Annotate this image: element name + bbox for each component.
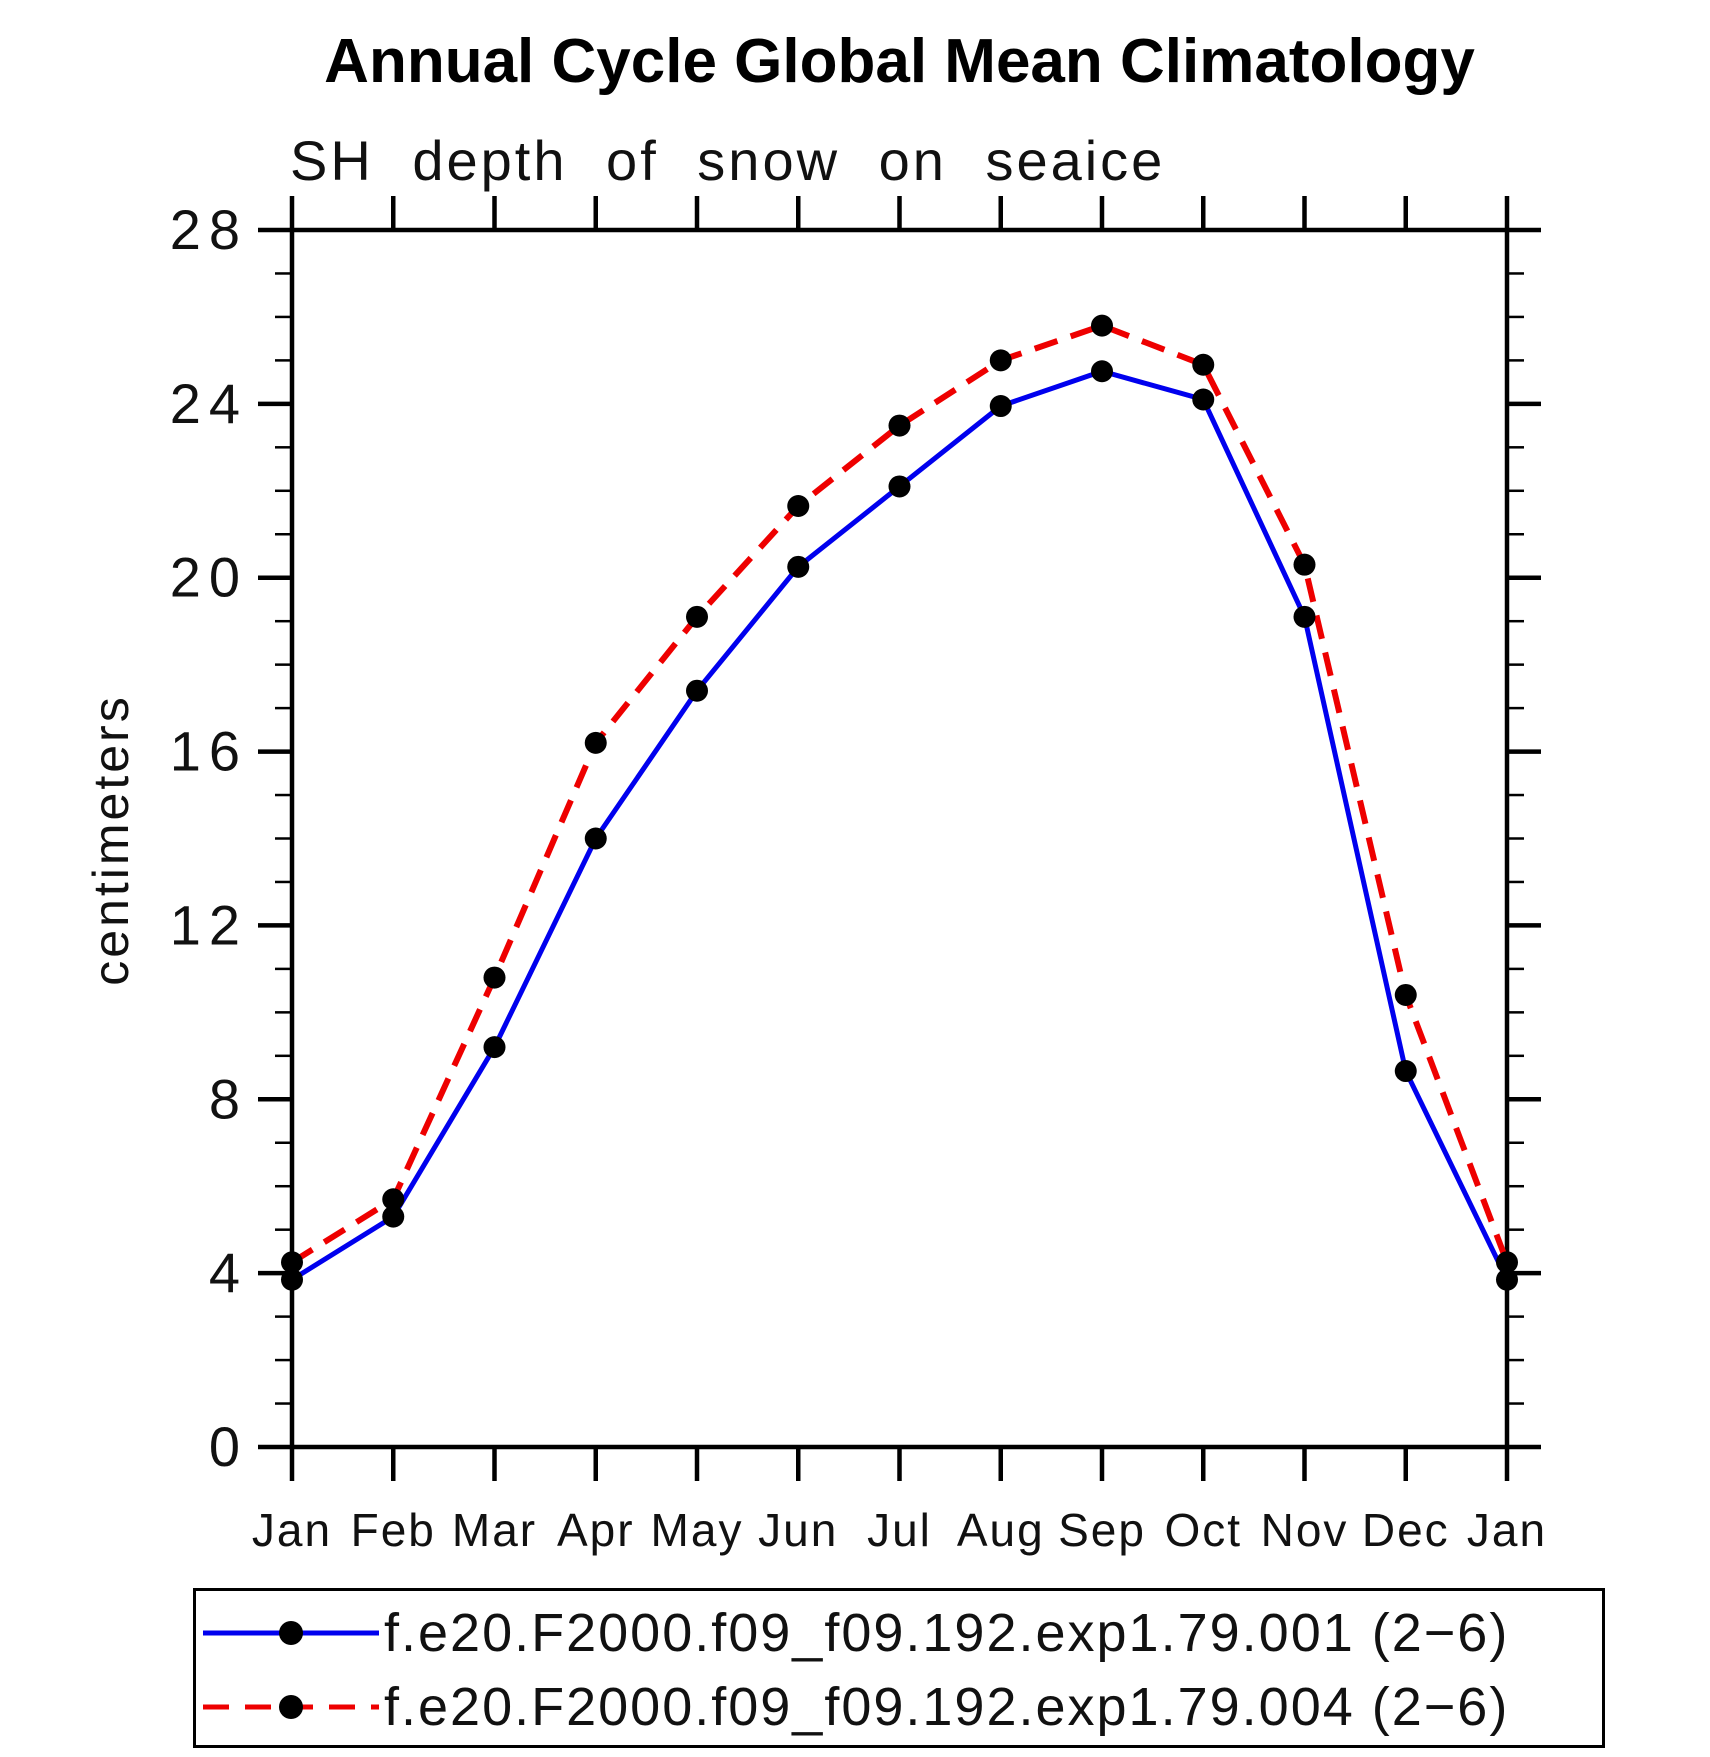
x-tick-label: Oct — [1164, 1504, 1242, 1556]
x-tick-label: Jun — [758, 1504, 838, 1556]
series-line-0 — [290, 368, 1510, 1282]
data-point — [382, 1205, 405, 1228]
legend: f.e20.F2000.f09_f09.192.exp1.79.001 (2−6… — [193, 1588, 1605, 1748]
x-tick-label: May — [651, 1504, 744, 1556]
data-point — [1192, 388, 1215, 411]
data-point — [888, 475, 911, 498]
data-point — [584, 731, 607, 754]
x-tick-label: Jan — [252, 1504, 332, 1556]
data-point — [1293, 553, 1316, 576]
data-point — [281, 1251, 303, 1274]
y-tick-label: 28 — [170, 198, 248, 261]
y-tick-label: 16 — [170, 720, 248, 783]
legend-label: f.e20.F2000.f09_f09.192.exp1.79.001 (2−6… — [384, 1603, 1510, 1663]
legend-label: f.e20.F2000.f09_f09.192.exp1.79.004 (2−6… — [384, 1677, 1510, 1737]
data-point — [382, 1188, 405, 1211]
data-point — [989, 349, 1012, 372]
data-point — [1394, 1060, 1417, 1083]
data-point — [483, 966, 506, 989]
data-point — [989, 395, 1012, 418]
y-tick-label: 4 — [209, 1241, 248, 1304]
data-point — [281, 1268, 303, 1291]
y-axis-title: centimeters — [83, 694, 139, 985]
y-tick-label: 12 — [170, 893, 248, 956]
data-point — [1091, 360, 1113, 383]
series-line-1 — [290, 322, 1510, 1265]
data-point — [1496, 1251, 1518, 1274]
data-point — [787, 494, 810, 517]
data-point — [1293, 605, 1316, 628]
x-tick-label: Jan — [1467, 1504, 1547, 1556]
data-point — [584, 827, 607, 850]
data-point — [888, 414, 911, 437]
data-point — [1192, 353, 1215, 376]
data-point — [686, 679, 708, 702]
x-tick-label: Mar — [452, 1504, 537, 1556]
chart-title: Annual Cycle Global Mean Climatology — [324, 27, 1475, 96]
y-tick-label: 0 — [209, 1415, 248, 1478]
legend-line-dashed-icon — [203, 1695, 379, 1719]
x-tick-label: Sep — [1058, 1504, 1146, 1556]
data-point — [483, 1036, 506, 1059]
y-tick-label: 20 — [170, 546, 248, 609]
data-point — [1496, 1268, 1518, 1291]
chart-subtitle: SH depth of snow on seaice — [290, 129, 1166, 192]
data-point — [1394, 983, 1417, 1006]
data-point — [1091, 314, 1113, 337]
y-tick-label: 24 — [170, 372, 248, 435]
x-tick-label: Dec — [1362, 1504, 1450, 1556]
x-tick-label: Aug — [957, 1504, 1045, 1556]
x-tick-label: Jul — [867, 1504, 932, 1556]
x-tick-label: Feb — [351, 1504, 436, 1556]
legend-item-exp001: f.e20.F2000.f09_f09.192.exp1.79.001 (2−6… — [201, 1605, 1509, 1661]
plot-box — [289, 227, 1510, 1450]
legend-item-exp004: f.e20.F2000.f09_f09.192.exp1.79.004 (2−6… — [201, 1679, 1509, 1735]
data-point — [686, 605, 708, 628]
x-tick-label: Nov — [1261, 1504, 1349, 1556]
y-tick-label: 8 — [209, 1067, 248, 1130]
data-point — [787, 555, 810, 578]
legend-line-solid-icon — [203, 1621, 379, 1645]
x-tick-label: Apr — [557, 1504, 635, 1556]
